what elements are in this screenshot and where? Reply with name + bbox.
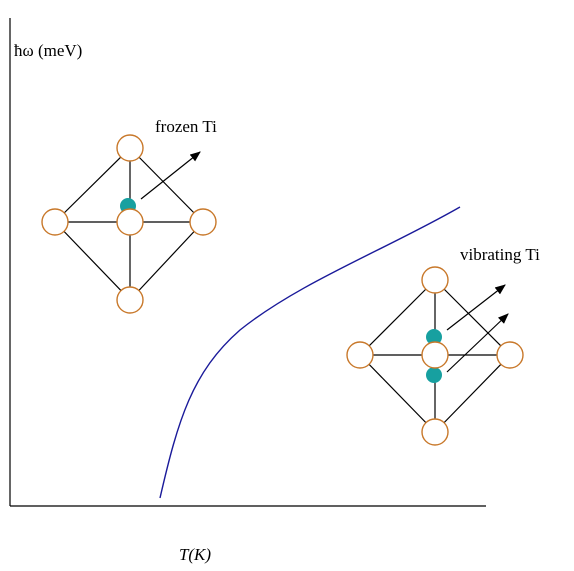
dispersion-curve bbox=[159, 206, 461, 499]
annotation: vibrating Ti bbox=[460, 245, 540, 264]
y-axis-label: ħω (meV) bbox=[14, 41, 82, 60]
x-axis-label: T(K) bbox=[179, 545, 211, 564]
annotation: frozen Ti bbox=[155, 117, 217, 136]
octahedron-vibrating bbox=[346, 266, 524, 446]
octahedron-frozen bbox=[41, 134, 217, 314]
